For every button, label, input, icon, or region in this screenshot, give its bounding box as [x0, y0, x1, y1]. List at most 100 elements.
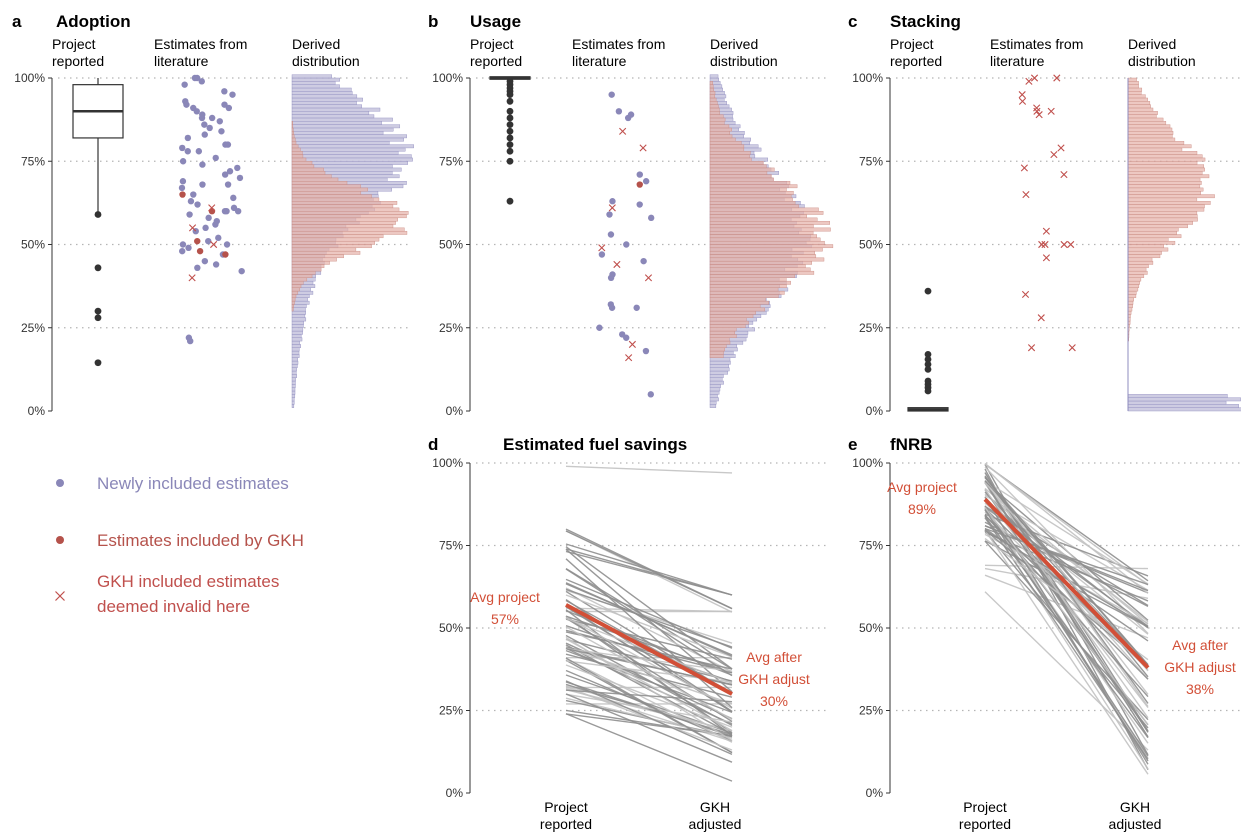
dist-bar-newly: [291, 77, 340, 82]
dist-bar-gkh: [1127, 240, 1176, 245]
gkh-invalid-marker: [1021, 290, 1030, 299]
dist-bar-gkh: [1127, 250, 1162, 255]
dist-bar-gkh: [291, 124, 294, 129]
dist-bar-newly: [291, 350, 300, 355]
dist-bar-gkh: [709, 260, 812, 265]
gkh-invalid-marker: [208, 204, 216, 212]
dist-bar-gkh: [291, 181, 348, 185]
dist-bar-gkh: [709, 201, 796, 205]
col-head-a-3: Derived: [292, 36, 340, 52]
dist-bar-newly: [291, 370, 297, 375]
dist-bar-gkh: [1127, 174, 1210, 179]
dist-bar-gkh: [709, 304, 761, 308]
newly-included-point: [206, 124, 213, 132]
dist-bar-newly: [291, 104, 362, 109]
dist-bar-gkh: [709, 111, 720, 115]
gkh-invalid-marker: [1060, 170, 1068, 179]
dist-bar-gkh: [1127, 214, 1198, 219]
gkh-invalid-marker: [1020, 164, 1028, 172]
legend: Newly included estimates Estimates inclu…: [55, 474, 304, 616]
dist-bar-gkh: [709, 220, 830, 225]
outlier-point: [94, 307, 102, 315]
project-boxplot-b: [489, 76, 531, 205]
outlier-point: [924, 360, 932, 368]
dist-bar-newly: [709, 74, 719, 79]
newly-included-point: [623, 241, 630, 248]
dist-bar-newly: [291, 114, 375, 119]
y-tick-label: 50%: [439, 621, 463, 635]
project-slope-line: [565, 647, 733, 672]
annot-e-right-1: Avg after: [1172, 637, 1228, 653]
dist-bar-gkh: [291, 260, 330, 265]
dist-bar-newly: [291, 97, 363, 102]
project-slope-line: [565, 626, 733, 720]
y-tick-label: 50%: [859, 238, 883, 252]
outlier-point: [924, 387, 932, 395]
gkh-invalid-marker: [1041, 240, 1049, 249]
dist-bar-gkh: [709, 350, 724, 355]
dist-bar-newly: [291, 317, 307, 322]
panel-letter-a: a: [12, 12, 22, 31]
dist-bar-gkh: [709, 264, 806, 269]
gkh-invalid-marker: [188, 224, 197, 232]
newly-included-point: [608, 304, 616, 311]
panel-c: c Stacking Project reported Estimates fr…: [848, 12, 1241, 418]
dist-bar-gkh: [291, 134, 295, 139]
dist-bar-gkh: [709, 277, 787, 282]
dist-bar-gkh: [1127, 237, 1169, 242]
dist-bar-gkh: [1127, 137, 1176, 142]
dist-bar-gkh: [709, 317, 747, 322]
newly-included-point: [647, 391, 654, 398]
newly-included-point: [178, 184, 186, 192]
project-slope-line: [565, 693, 733, 763]
newly-included-point: [642, 347, 650, 355]
gkh-included-point: [208, 208, 216, 215]
newly-included-point: [230, 194, 237, 202]
dist-bar-gkh: [709, 137, 736, 142]
dist-bar-gkh: [291, 284, 302, 288]
dist-bar-gkh: [291, 147, 301, 152]
dist-bar-gkh: [709, 177, 774, 182]
newly-included-point: [181, 81, 188, 88]
dist-bar-gkh: [709, 94, 716, 99]
average-slope-line: [565, 603, 733, 696]
gkh-invalid-marker: [1042, 254, 1051, 262]
dist-bar-gkh: [291, 191, 362, 195]
dist-bar-gkh: [291, 214, 407, 219]
newly-included-point: [184, 148, 191, 155]
dist-bar-newly: [1127, 404, 1239, 408]
project-slope-line: [565, 616, 733, 709]
col-head-c-1b: reported: [890, 53, 942, 69]
slope-lines-e: [983, 462, 1150, 775]
outlier-point: [506, 157, 514, 165]
outlier-point: [924, 350, 932, 358]
gkh-invalid-marker: [619, 127, 627, 135]
dist-bar-gkh: [709, 307, 765, 312]
dist-bar-gkh: [291, 171, 326, 175]
dist-bar-gkh: [709, 134, 733, 139]
col-head-b-3b: distribution: [710, 53, 778, 69]
dist-bar-gkh: [291, 201, 398, 205]
y-tick-label: 75%: [859, 154, 883, 168]
project-slope-line: [565, 638, 733, 732]
cat-e-1: Project: [963, 799, 1007, 815]
dist-bar-gkh: [291, 154, 304, 159]
newly-included-point: [218, 128, 225, 135]
dist-bar-newly: [291, 91, 353, 95]
outlier-point: [506, 127, 514, 135]
dist-bar-gkh: [709, 327, 737, 332]
dist-bar-newly: [709, 377, 723, 382]
newly-included-point: [193, 74, 201, 82]
dist-bar-gkh: [1127, 220, 1193, 225]
cat-d-2: GKH: [700, 799, 730, 815]
dist-bar-newly: [291, 314, 306, 318]
project-slope-line: [565, 465, 733, 474]
legend-gkh-marker: [56, 536, 64, 544]
dist-bar-gkh: [1127, 297, 1134, 302]
dist-bar-gkh: [1127, 94, 1146, 99]
dist-bar-gkh: [1127, 307, 1133, 312]
y-tick-label: 25%: [439, 321, 463, 335]
project-slope-line: [984, 529, 1149, 775]
dist-bar-gkh: [709, 141, 742, 145]
gkh-invalid-marker: [1038, 240, 1046, 249]
